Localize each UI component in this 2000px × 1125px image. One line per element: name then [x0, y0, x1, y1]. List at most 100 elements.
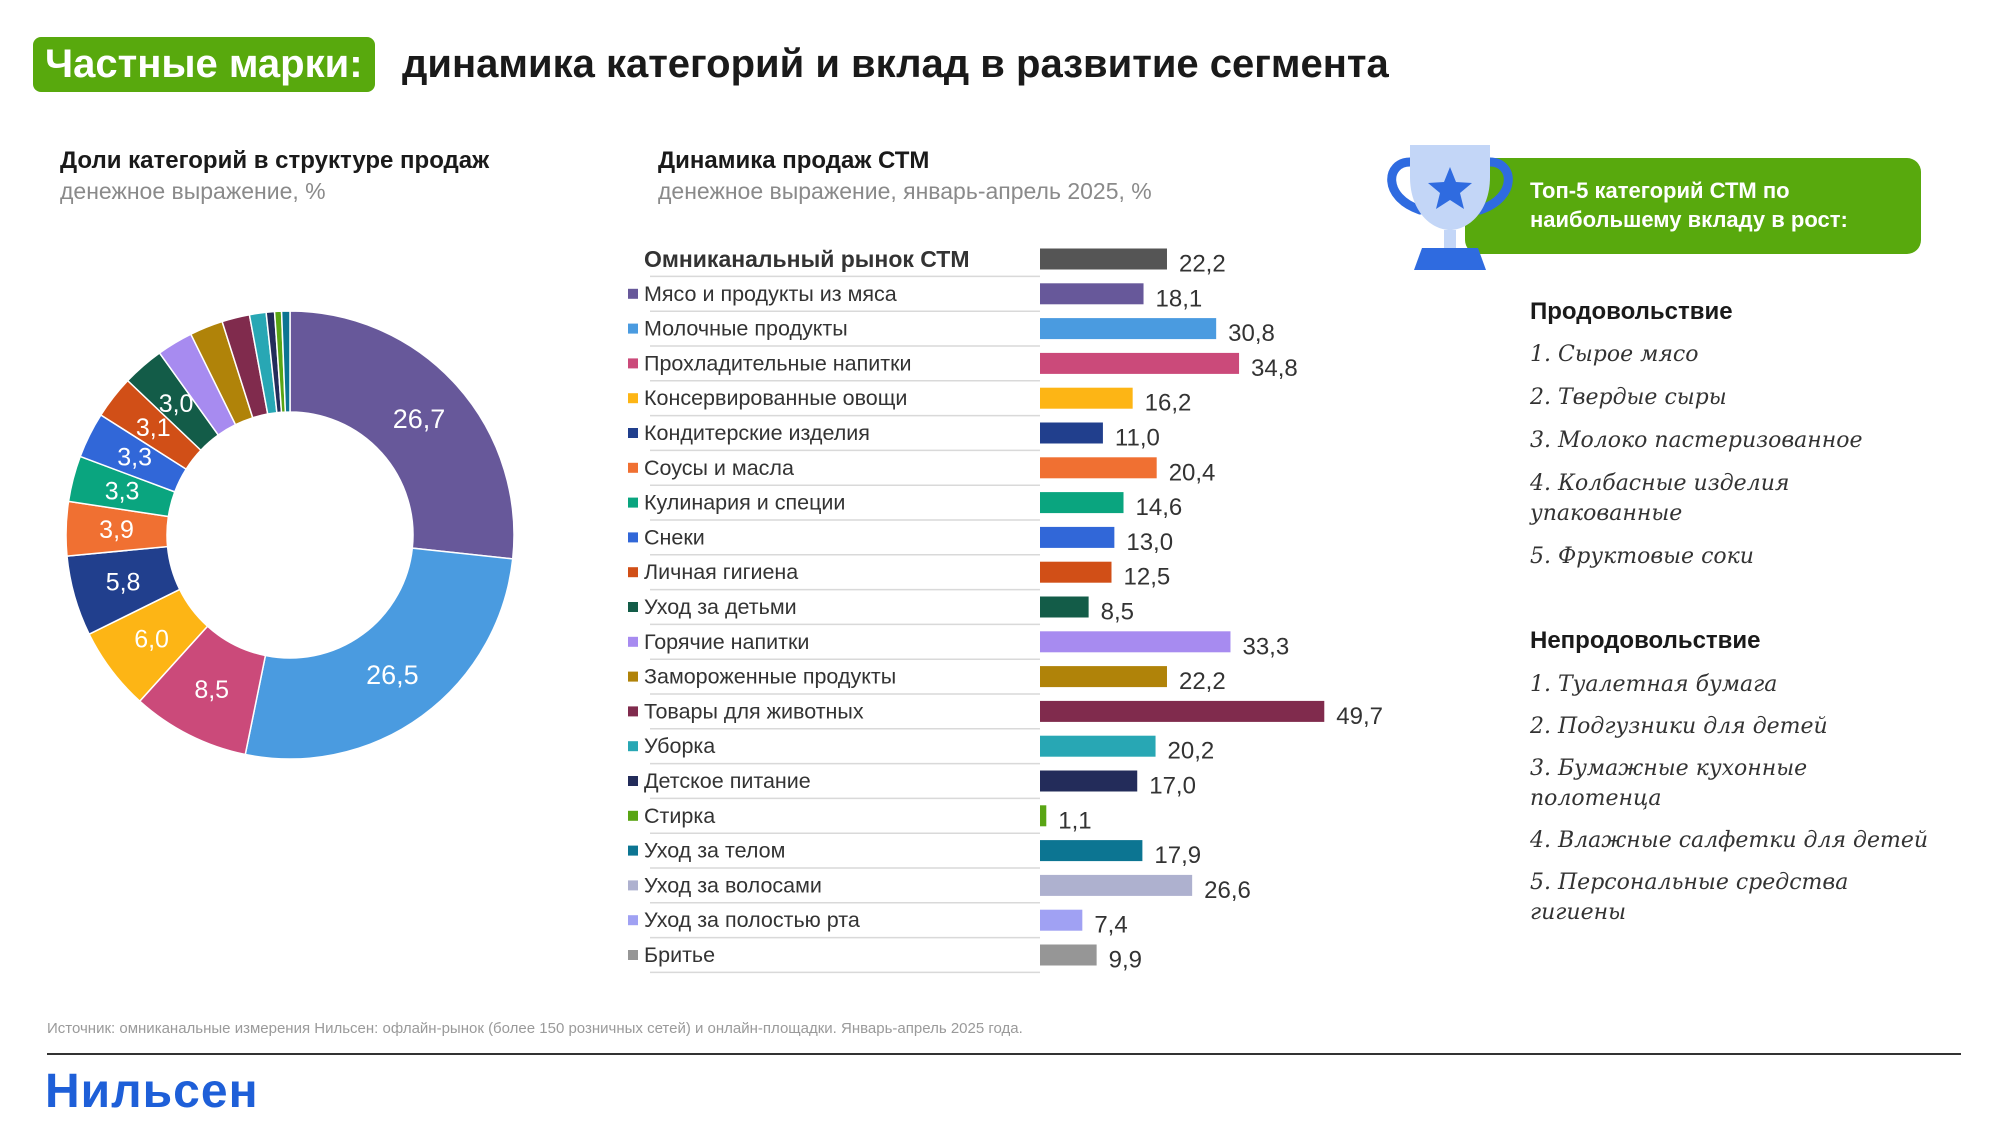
nonfood-group-title: Непродовольствие	[1530, 627, 1761, 654]
bar-value-label: 30,8	[1228, 320, 1275, 347]
legend-swatch	[628, 741, 638, 752]
bar-value-label: 7,4	[1094, 912, 1127, 939]
donut-slice	[244, 547, 514, 760]
bar-value-label: 13,0	[1126, 529, 1173, 556]
nielsen-logo: Нильсен	[45, 1065, 259, 1118]
category-label: Кулинария и специи	[644, 491, 845, 515]
list-item: 5. Фруктовые соки	[1530, 544, 1754, 569]
category-label: Горячие напитки	[644, 630, 809, 654]
donut-data-label: 26,5	[366, 660, 419, 690]
bar	[1040, 283, 1144, 305]
bar-value-label: 14,6	[1136, 494, 1183, 521]
bar	[1040, 631, 1231, 653]
list-item: 4. Влажные салфетки для детей	[1530, 828, 1929, 853]
bar-value-label: 16,2	[1145, 390, 1192, 417]
bar-chart: Омниканальный рынок СТМ 22,2 Мясо и продук…	[628, 246, 1383, 974]
food-top5-list: 1. Сырое мясо 2. Твердые сыры 3. Молоко …	[1530, 340, 1930, 572]
donut-slice	[280, 310, 291, 413]
bar	[1040, 561, 1112, 583]
bar-value-label: 49,7	[1336, 703, 1383, 730]
category-label: Стирка	[644, 804, 715, 828]
legend-swatch	[628, 462, 638, 473]
bar	[1040, 909, 1083, 931]
bar	[1040, 318, 1217, 340]
bar	[1040, 944, 1097, 966]
category-label: Уборка	[644, 734, 715, 758]
bar	[1040, 596, 1089, 618]
category-label: Личная гигиена	[644, 560, 798, 584]
legend-swatch	[628, 636, 638, 647]
bar	[1040, 666, 1167, 688]
bar-value-label: 33,3	[1242, 633, 1289, 660]
legend-swatch	[628, 776, 638, 786]
category-label: Соусы и масла	[644, 456, 794, 480]
bar	[1040, 457, 1157, 479]
category-label: Мясо и продукты из мяса	[644, 282, 897, 306]
page-title: динамика категорий и вклад в развитие се…	[402, 42, 1389, 86]
category-label: Уход за телом	[644, 839, 785, 863]
footer-divider	[47, 1053, 1961, 1055]
category-label: Уход за детьми	[644, 595, 797, 619]
donut-data-label: 3,1	[136, 414, 171, 442]
list-item: 1. Сырое мясо	[1530, 342, 1699, 367]
food-group-title: Продовольствие	[1530, 298, 1733, 325]
trophy-icon	[1387, 145, 1513, 270]
bar-value-label: 18,1	[1156, 285, 1203, 312]
bar	[1040, 248, 1167, 270]
legend-swatch	[628, 845, 638, 856]
bar-value-label: 26,6	[1204, 877, 1251, 904]
donut-chart-subtitle: денежное выражение, %	[60, 178, 326, 204]
top5-header-box: Топ-5 категорий СТМ по наибольшему вклад…	[1465, 158, 1921, 254]
category-label: Кондитерские изделия	[644, 421, 870, 445]
category-label: Товары для животных	[644, 699, 864, 723]
legend-swatch	[628, 810, 638, 821]
bar-value-label: 12,5	[1124, 564, 1171, 591]
top5-header-text: Топ-5 категорий СТМ по наибольшему вклад…	[1530, 178, 1848, 232]
legend-swatch	[628, 880, 638, 891]
bar	[1040, 840, 1143, 862]
legend-swatch	[628, 915, 638, 926]
legend-swatch	[628, 393, 638, 404]
bar-value-label: 9,9	[1109, 947, 1142, 974]
header-badge: Частные марки:	[33, 37, 375, 92]
category-label: Консервированные овощи	[644, 386, 907, 410]
category-label: Замороженные продукты	[644, 665, 896, 689]
list-item: 2. Твердые сыры	[1530, 385, 1727, 410]
source-note: Источник: омниканальные измерения Нильсе…	[47, 1020, 1023, 1037]
legend-swatch	[628, 428, 638, 438]
category-label: Прохладительные напитки	[644, 351, 912, 375]
bar	[1040, 422, 1103, 444]
donut-data-label: 26,7	[393, 404, 446, 434]
donut-chart: 26,726,58,56,05,83,93,33,33,13,0	[65, 310, 515, 760]
legend-swatch	[628, 497, 638, 508]
bar	[1040, 770, 1138, 792]
bar-value-label: 1,1	[1058, 807, 1091, 834]
donut-data-label: 8,5	[194, 676, 229, 704]
bar-value-label: 17,0	[1149, 773, 1196, 800]
legend-swatch	[628, 567, 638, 578]
bar-value-label: 20,4	[1169, 459, 1216, 486]
donut-slice	[289, 310, 515, 560]
donut-data-label: 6,0	[134, 626, 169, 654]
donut-chart-title: Доли категорий в структуре продаж	[60, 147, 490, 174]
bar	[1040, 700, 1325, 722]
donut-data-label: 3,3	[117, 444, 152, 472]
category-label: Бритье	[644, 943, 715, 967]
legend-swatch	[628, 706, 638, 717]
bar-value-label: 34,8	[1251, 355, 1298, 382]
legend-swatch	[628, 358, 638, 369]
legend-swatch	[628, 532, 638, 543]
list-item: 2. Подгузники для детей	[1530, 714, 1828, 739]
legend-swatch	[628, 288, 638, 299]
bar-value-label: 8,5	[1101, 599, 1134, 626]
list-item: 1. Туалетная бумага	[1530, 672, 1778, 697]
nonfood-top5-list: 1. Туалетная бумага 2. Подгузники для де…	[1530, 670, 1930, 928]
bar-value-label: 11,0	[1115, 425, 1160, 452]
bar	[1040, 492, 1124, 514]
legend-swatch	[628, 950, 638, 960]
bar-chart-subtitle: денежное выражение, январь-апрель 2025, …	[658, 178, 1152, 204]
list-item: 3. Бумажные кухонные полотенца	[1530, 756, 1808, 811]
category-label: Омниканальный рынок СТМ	[644, 246, 970, 272]
category-label: Уход за волосами	[644, 873, 822, 897]
category-label: Снеки	[644, 525, 705, 549]
